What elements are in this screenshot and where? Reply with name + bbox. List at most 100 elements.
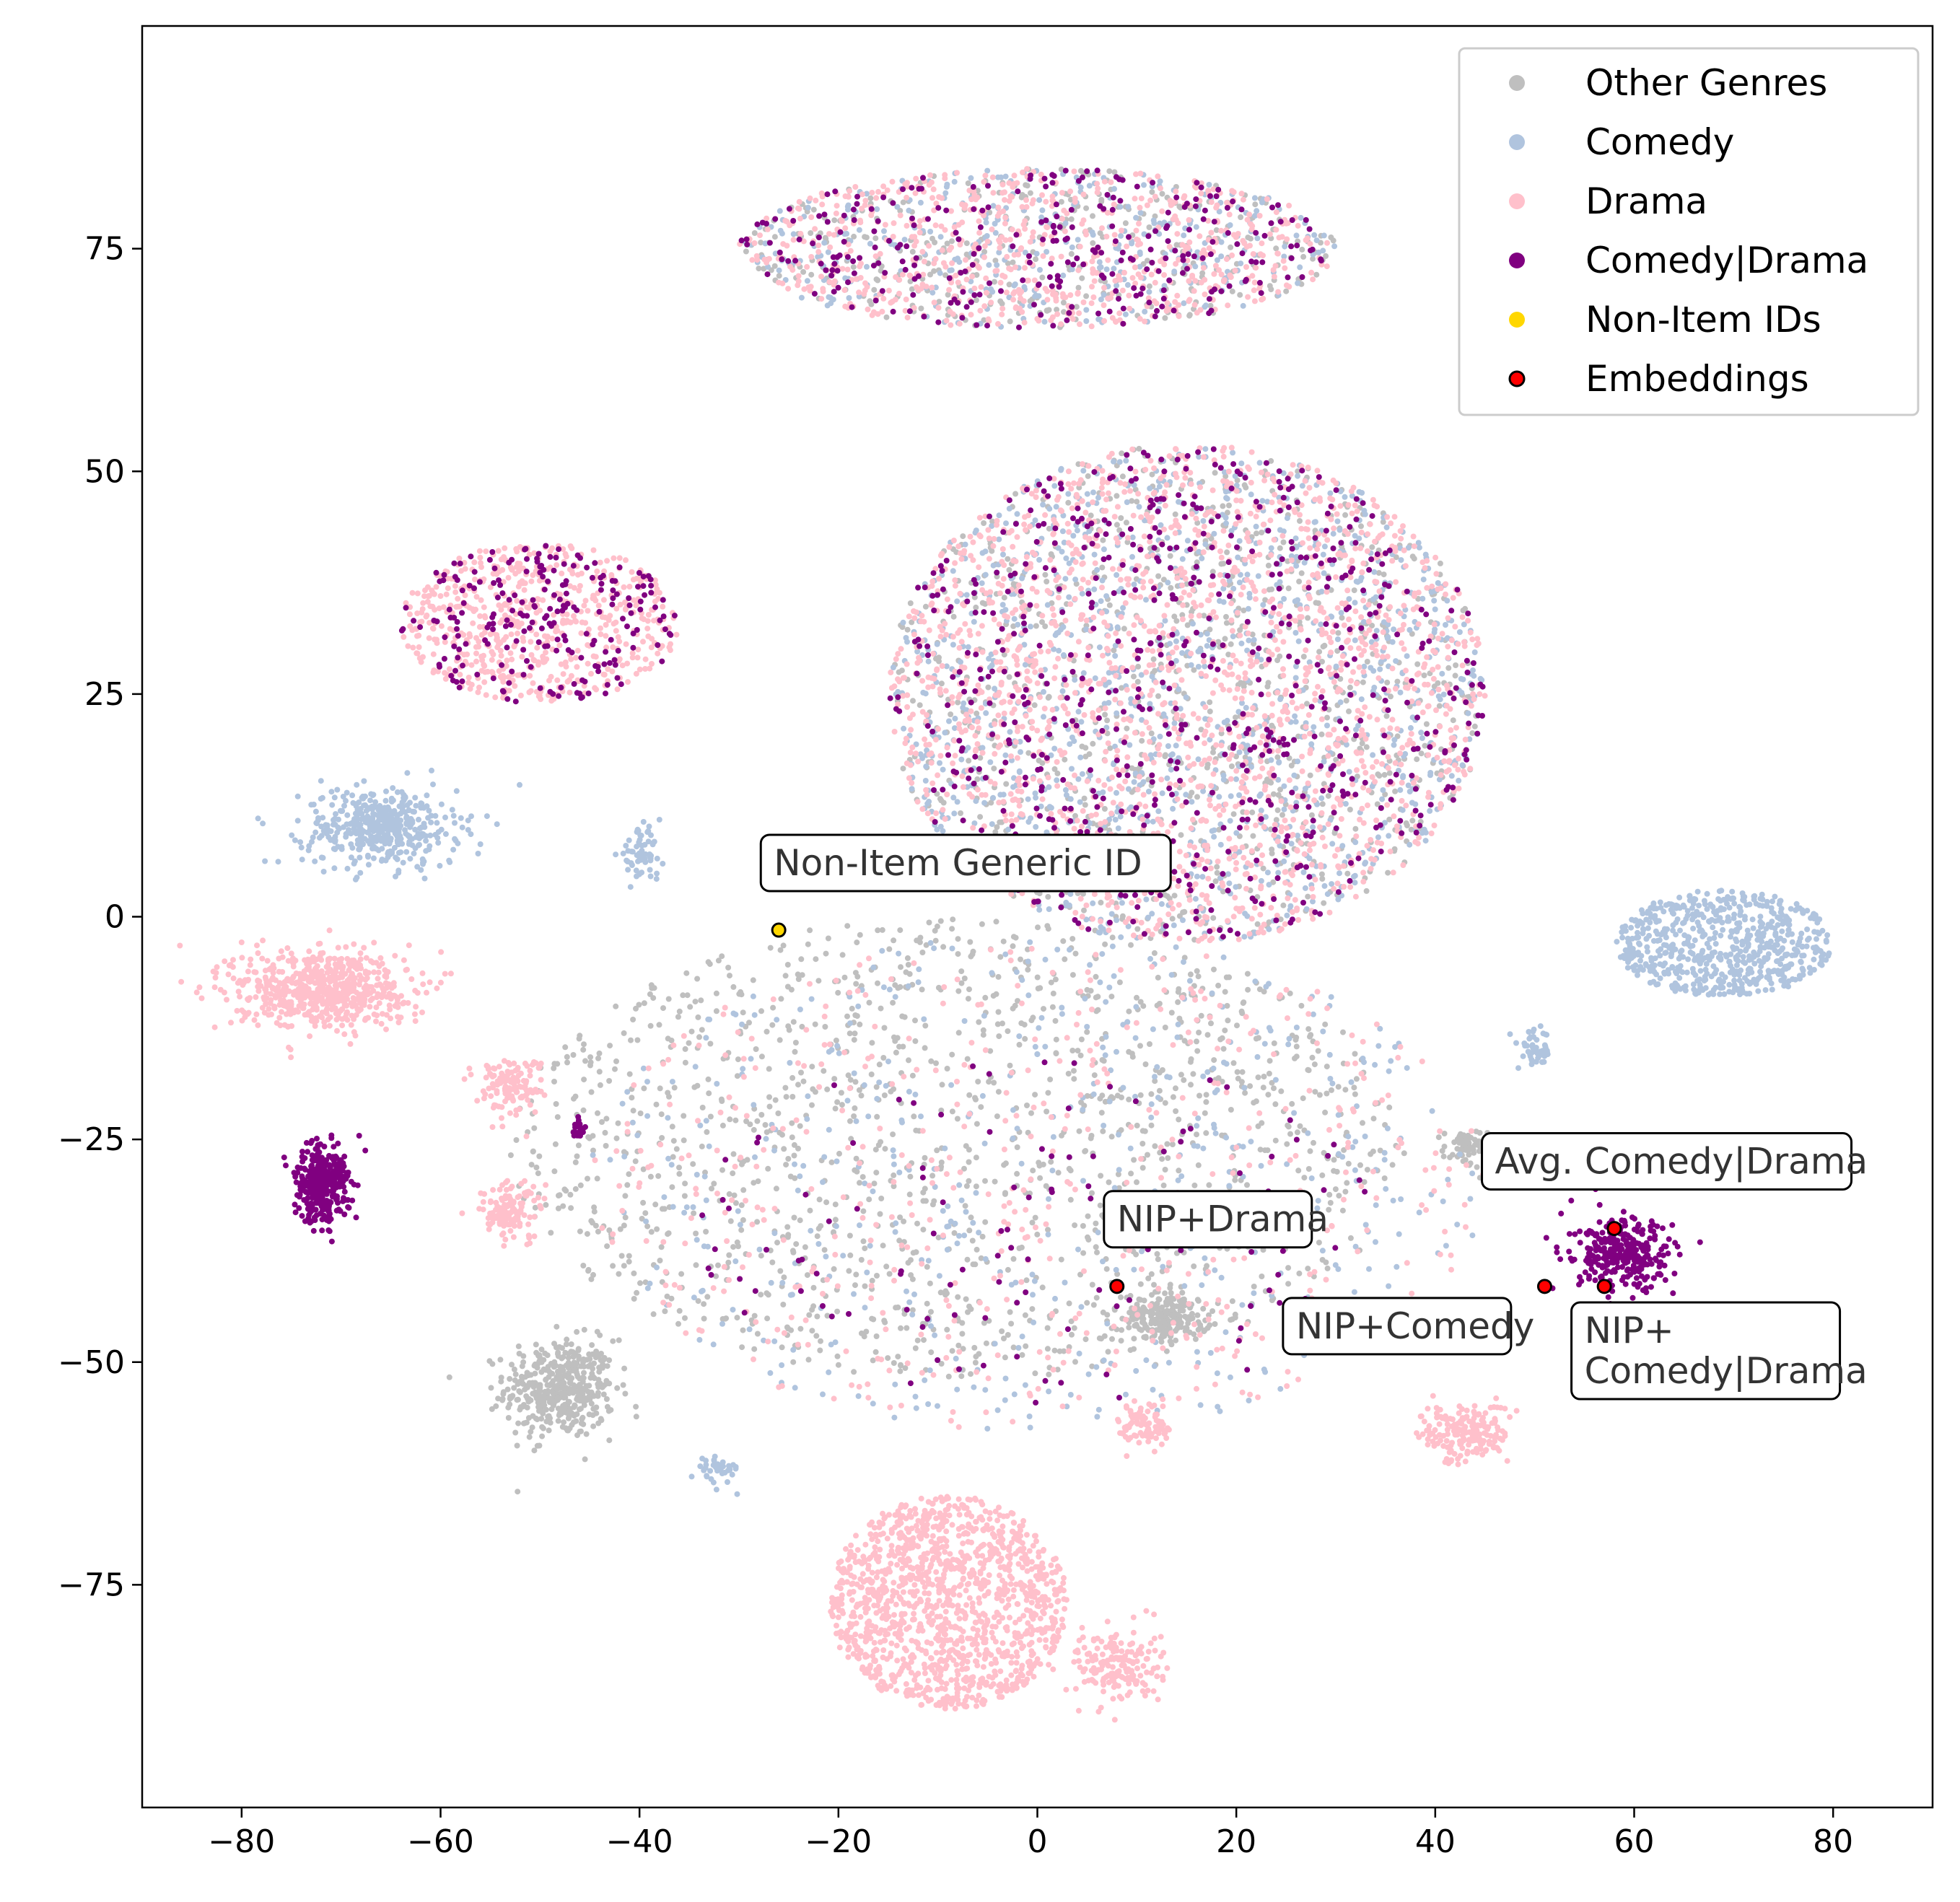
data-point — [791, 1141, 797, 1148]
data-point — [1207, 699, 1213, 706]
data-point — [1052, 976, 1059, 983]
data-point — [1150, 1387, 1156, 1393]
data-point — [766, 1103, 773, 1110]
data-point — [1191, 1142, 1197, 1149]
data-point — [634, 1132, 641, 1139]
data-point — [706, 1143, 712, 1149]
data-point — [1097, 979, 1103, 986]
data-point — [1007, 1309, 1013, 1315]
data-point — [1239, 1069, 1246, 1075]
data-point — [1023, 182, 1029, 188]
data-point — [909, 1072, 916, 1079]
data-point — [1131, 1266, 1137, 1273]
data-point — [1800, 968, 1806, 973]
data-point — [621, 1030, 627, 1036]
data-point — [1175, 989, 1181, 995]
data-point — [1520, 1053, 1526, 1059]
data-point — [1269, 722, 1275, 729]
data-point — [595, 1055, 601, 1061]
data-point — [1469, 1232, 1476, 1239]
data-point — [961, 976, 968, 981]
data-point — [1058, 198, 1064, 205]
data-point — [725, 1479, 730, 1485]
data-point — [586, 1411, 592, 1418]
data-point — [531, 1125, 538, 1131]
data-point — [1710, 963, 1717, 970]
data-point — [1450, 717, 1456, 724]
data-point — [1129, 1051, 1135, 1057]
data-point — [569, 1421, 575, 1428]
data-point — [983, 1340, 989, 1346]
data-point — [953, 1355, 959, 1362]
data-point — [1421, 672, 1427, 678]
data-point — [1339, 615, 1345, 621]
data-point — [751, 1180, 757, 1186]
data-point — [505, 1415, 512, 1421]
data-point — [782, 973, 789, 979]
data-point — [908, 1257, 914, 1263]
data-point — [944, 1326, 950, 1333]
data-point — [1316, 1240, 1322, 1246]
data-point — [1131, 1157, 1137, 1163]
data-point — [912, 1393, 919, 1400]
data-point — [312, 829, 319, 836]
data-point — [1800, 910, 1806, 916]
data-point — [892, 1038, 898, 1044]
data-point — [1197, 1402, 1204, 1408]
data-point — [1226, 502, 1232, 509]
data-point — [891, 1172, 897, 1178]
data-point — [1075, 1246, 1081, 1253]
data-point — [1139, 1141, 1146, 1147]
data-point — [1274, 807, 1281, 813]
data-point — [647, 1022, 654, 1029]
data-point — [1293, 1034, 1300, 1040]
data-point — [599, 1119, 605, 1125]
data-point — [813, 1333, 820, 1339]
data-point — [310, 802, 317, 807]
data-point — [795, 971, 801, 978]
data-point — [664, 1293, 670, 1300]
data-point — [1370, 1116, 1377, 1122]
data-point — [912, 1091, 919, 1097]
data-point — [1045, 893, 1051, 900]
data-point — [576, 1392, 582, 1398]
data-point — [1152, 1302, 1158, 1309]
data-point — [568, 1205, 574, 1211]
data-point — [853, 1155, 859, 1162]
data-point — [906, 1088, 912, 1095]
data-point — [640, 1166, 647, 1173]
data-point — [564, 1336, 570, 1343]
data-point — [792, 1048, 798, 1055]
data-point — [729, 1471, 735, 1478]
data-point — [907, 1173, 914, 1180]
data-point — [1300, 253, 1307, 260]
data-point — [1222, 636, 1228, 642]
data-point — [793, 1241, 800, 1248]
data-point — [1785, 921, 1792, 927]
data-point — [854, 939, 860, 946]
data-point — [1440, 1153, 1447, 1160]
data-point — [1168, 1290, 1174, 1296]
data-point — [633, 1005, 639, 1012]
data-point — [1018, 1244, 1025, 1250]
data-point — [1084, 1300, 1090, 1306]
data-point — [785, 1232, 792, 1238]
data-point — [619, 1100, 626, 1107]
data-point — [1435, 1134, 1442, 1141]
data-point — [787, 1173, 794, 1180]
data-point — [1751, 960, 1758, 967]
data-point — [297, 839, 304, 846]
data-point — [1006, 566, 1012, 573]
data-point — [1785, 932, 1791, 938]
data-point — [1089, 1281, 1095, 1288]
data-point — [980, 1032, 986, 1038]
data-point — [727, 1116, 733, 1123]
data-point — [1301, 1175, 1308, 1181]
data-point — [851, 1113, 857, 1119]
data-point — [614, 1385, 621, 1391]
data-point — [1326, 1051, 1333, 1058]
data-point — [1050, 1134, 1056, 1140]
data-point — [1223, 1134, 1230, 1141]
data-point — [807, 927, 813, 934]
data-point — [1062, 1279, 1068, 1286]
